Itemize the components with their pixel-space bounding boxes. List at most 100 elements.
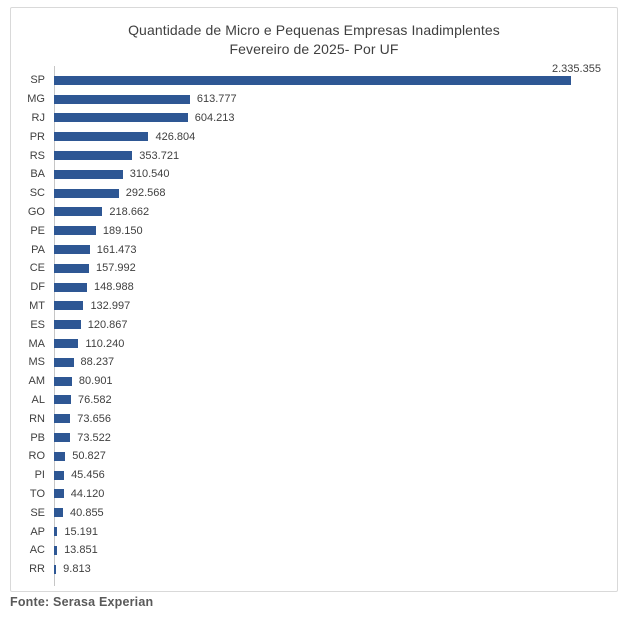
bar-track: 310.540 <box>54 165 607 184</box>
category-label: RR <box>29 563 45 576</box>
value-label: 120.867 <box>87 318 128 331</box>
chart-title-line1: Quantidade de Micro e Pequenas Empresas … <box>128 22 500 38</box>
category-label: PR <box>29 130 45 143</box>
value-label: 292.568 <box>125 187 166 200</box>
bars-container: SP 2.335.355 MG 613.777 RJ 604.213 PR 426.804 RS… <box>11 63 607 579</box>
bar-track: 613.777 <box>54 90 607 109</box>
bar-track: 40.855 <box>54 503 607 522</box>
category-label: MG <box>27 93 45 106</box>
category-label: GO <box>27 205 45 218</box>
bar-row: RS 353.721 <box>11 146 607 165</box>
bar-row: TO 44.120 <box>11 485 607 504</box>
bar <box>54 433 71 443</box>
bar-row: MA 110.240 <box>11 334 607 353</box>
value-label: 15.191 <box>64 525 99 538</box>
bar <box>54 395 71 405</box>
bar-track: 132.997 <box>54 297 607 316</box>
bar-row: AP 15.191 <box>11 522 607 541</box>
category-label: RO <box>28 450 46 463</box>
bar <box>54 470 65 480</box>
category-label: MS <box>28 356 46 369</box>
value-label: 613.777 <box>196 93 237 106</box>
bar-track: 148.988 <box>54 278 607 297</box>
category-label: CE <box>29 262 45 275</box>
value-label: 189.150 <box>102 224 143 237</box>
bar <box>54 357 74 367</box>
value-label: 310.540 <box>129 168 170 181</box>
bar-track: 120.867 <box>54 315 607 334</box>
bar-row: RN 73.656 <box>11 409 607 428</box>
bar <box>54 113 188 123</box>
value-label: 132.997 <box>90 299 131 312</box>
category-label: RJ <box>31 111 45 124</box>
category-label: SC <box>29 187 45 200</box>
value-label: 604.213 <box>194 111 235 124</box>
bar-track: 604.213 <box>54 109 607 128</box>
bar-track: 9.813 <box>54 560 607 579</box>
bar <box>54 75 571 85</box>
category-label: RS <box>29 149 45 162</box>
bar-track: 15.191 <box>54 522 607 541</box>
value-label: 13.851 <box>64 544 98 557</box>
bar-row: GO 218.662 <box>11 203 607 222</box>
bar-track: 73.522 <box>54 428 607 447</box>
bar-row: CE 157.992 <box>11 259 607 278</box>
bar-row: AC 13.851 <box>11 541 607 560</box>
bar <box>54 263 89 273</box>
bar-track: 44.120 <box>54 485 607 504</box>
value-label: 148.988 <box>93 281 134 294</box>
category-label: RN <box>29 412 45 425</box>
bar-track: 45.456 <box>54 466 607 485</box>
category-label: DF <box>30 281 45 294</box>
bar-row: ES 120.867 <box>11 315 607 334</box>
bar <box>54 414 71 424</box>
bar-track: 2.335.355 <box>54 63 607 90</box>
category-label: PB <box>30 431 45 444</box>
category-label: SE <box>30 506 45 519</box>
bar-row: MG 613.777 <box>11 90 607 109</box>
bar-track: 73.656 <box>54 409 607 428</box>
value-label: 44.120 <box>70 487 105 500</box>
value-label: 88.237 <box>80 356 115 369</box>
value-label: 110.240 <box>85 337 125 350</box>
bar-track: 161.473 <box>54 240 607 259</box>
source-note: Fonte: Serasa Experian <box>10 595 154 609</box>
bar-track: 353.721 <box>54 146 607 165</box>
bar-row: RR 9.813 <box>11 560 607 579</box>
bar <box>54 564 57 574</box>
category-label: TO <box>29 487 45 500</box>
bar-track: 218.662 <box>54 203 607 222</box>
bar-row: RJ 604.213 <box>11 109 607 128</box>
bar <box>54 301 84 311</box>
bar-track: 292.568 <box>54 184 607 203</box>
category-label: PE <box>30 224 45 237</box>
bar-row: SP 2.335.355 <box>11 63 607 90</box>
bar-track: 110.240 <box>54 334 607 353</box>
bar-row: PA 161.473 <box>11 240 607 259</box>
bar-row: BA 310.540 <box>11 165 607 184</box>
bar-row: PR 426.804 <box>11 127 607 146</box>
bar-row: RO 50.827 <box>11 447 607 466</box>
bar <box>54 545 58 555</box>
plot-area: SP 2.335.355 MG 613.777 RJ 604.213 PR 426.804 RS… <box>11 63 607 586</box>
category-label: MA <box>28 337 46 350</box>
bar-track: 189.150 <box>54 221 607 240</box>
bar <box>54 226 96 236</box>
bar-row: PI 45.456 <box>11 466 607 485</box>
category-label: AP <box>30 525 45 538</box>
bar <box>54 245 90 255</box>
bar-row: SC 292.568 <box>11 184 607 203</box>
chart-title: Quantidade de Micro e Pequenas Empresas … <box>11 8 617 58</box>
bar-row: SE 40.855 <box>11 503 607 522</box>
bar <box>54 339 79 349</box>
category-label: ES <box>30 318 45 331</box>
value-label: 426.804 <box>155 130 196 143</box>
bar <box>54 282 87 292</box>
category-label: AL <box>31 393 45 406</box>
value-label: 80.901 <box>78 375 113 388</box>
bar-track: 80.901 <box>54 372 607 391</box>
bar <box>54 188 119 198</box>
bar-track: 426.804 <box>54 127 607 146</box>
value-label: 218.662 <box>109 205 150 218</box>
